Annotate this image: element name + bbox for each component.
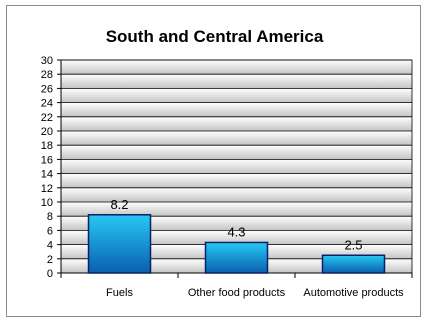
bar (321, 254, 386, 274)
plot-band (61, 173, 412, 188)
y-tick-label: 0 (47, 268, 53, 280)
x-category-label: Fuels (106, 287, 133, 299)
y-tick-label: 14 (41, 169, 53, 181)
plot-band (61, 74, 412, 89)
y-tick-label: 8 (47, 211, 53, 223)
plot-band (61, 187, 412, 202)
y-tick-label: 16 (41, 154, 53, 166)
bar (204, 241, 269, 274)
plot-band (61, 131, 412, 146)
y-tick-label: 12 (41, 183, 53, 195)
y-tick-label: 20 (41, 126, 53, 138)
plot-band (61, 116, 412, 131)
bar (87, 214, 152, 274)
y-tick-label: 2 (47, 254, 53, 266)
y-tick-label: 22 (41, 112, 53, 124)
x-category-label: Other food products (188, 287, 286, 299)
y-tick-label: 10 (41, 197, 53, 209)
plot-band (61, 60, 412, 75)
y-tick-label: 28 (41, 69, 53, 81)
y-tick-label: 18 (41, 140, 53, 152)
plot-band (61, 102, 412, 117)
y-tick-label: 24 (41, 98, 53, 110)
plot-band (61, 159, 412, 174)
y-tick-label: 26 (41, 83, 53, 95)
plot-band (61, 88, 412, 103)
y-tick-label: 6 (47, 225, 53, 237)
data-label: 8.2 (110, 197, 128, 212)
plot-band (61, 145, 412, 160)
plot-band (61, 202, 412, 217)
y-tick-label: 4 (47, 240, 53, 252)
data-label: 2.5 (344, 237, 362, 252)
x-category-label: Automotive products (303, 287, 404, 299)
chart-title: South and Central America (105, 27, 324, 46)
y-tick-label: 30 (41, 55, 53, 67)
data-label: 4.3 (227, 224, 245, 239)
